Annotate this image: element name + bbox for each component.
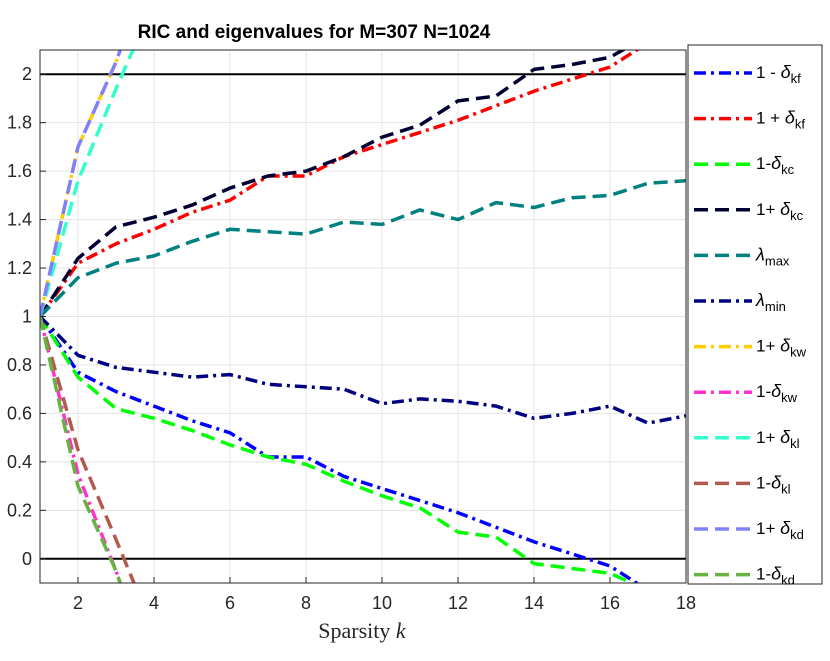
y-tick-label: 1 bbox=[22, 307, 32, 327]
series-line-7 bbox=[40, 316, 123, 583]
x-axis-label-text: Sparsity bbox=[318, 618, 390, 643]
legend: 1 - δkf 1 + δkf 1-δkc 1+ δkc λmax λmin 1+ δkw 1… bbox=[687, 44, 823, 588]
legend-label-3: 1+ δkc bbox=[756, 199, 804, 223]
series-line-4 bbox=[40, 179, 686, 318]
legend-label-6: 1+ δkw bbox=[756, 336, 807, 360]
series-line-11 bbox=[40, 316, 123, 583]
x-tick-label: 4 bbox=[149, 593, 159, 613]
x-tick-label: 16 bbox=[600, 593, 620, 613]
legend-label-8: 1+ δkl bbox=[756, 427, 800, 451]
legend-label-11: 1-δkd bbox=[756, 564, 795, 588]
series-line-10 bbox=[40, 50, 123, 317]
x-tick-label: 2 bbox=[73, 593, 83, 613]
x-axis-label: Sparsity k bbox=[318, 618, 407, 643]
chart-title: RIC and eigenvalues for M=307 N=1024 bbox=[138, 22, 491, 43]
series-line-9 bbox=[40, 316, 136, 583]
y-tick-label: 0.4 bbox=[7, 452, 32, 472]
series-line-8 bbox=[40, 50, 135, 317]
legend-label-2: 1-δkc bbox=[756, 153, 795, 177]
series-line-2 bbox=[40, 315, 636, 583]
legend-label-10: 1+ δkd bbox=[756, 518, 804, 542]
legend-label-0: 1 - δkf bbox=[756, 62, 801, 86]
x-tick-label: 10 bbox=[372, 593, 392, 613]
x-tick-label: 12 bbox=[448, 593, 468, 613]
legend-box bbox=[687, 44, 823, 585]
series-line-1 bbox=[40, 50, 640, 318]
legend-label-9: 1-δkl bbox=[756, 472, 791, 496]
x-tick-label: 8 bbox=[301, 593, 311, 613]
legend-label-4: λmax bbox=[755, 244, 790, 268]
y-tick-label: 1.6 bbox=[7, 161, 32, 181]
y-tick-label: 0.2 bbox=[7, 500, 32, 520]
x-tick-label: 6 bbox=[225, 593, 235, 613]
x-tick-label: 14 bbox=[524, 593, 544, 613]
y-tick-label: 0.6 bbox=[7, 403, 32, 423]
legend-label-7: 1-δkw bbox=[756, 381, 798, 405]
grid-lines bbox=[40, 50, 687, 583]
x-tick-label: 18 bbox=[676, 593, 696, 613]
y-tick-label: 0 bbox=[22, 549, 32, 569]
axis-ticks: 2 4 6 8 10 12 14 16 18 0 0.2 0.4 0.6 0.8 1 1.2 1.4 1.6 1.8… bbox=[7, 64, 696, 613]
series-line-0 bbox=[40, 315, 640, 583]
y-tick-label: 0.8 bbox=[7, 355, 32, 375]
legend-label-5: λmin bbox=[755, 290, 786, 314]
y-tick-label: 1.8 bbox=[7, 113, 32, 133]
legend-label-1: 1 + δkf bbox=[756, 108, 805, 132]
x-axis-label-variable: k bbox=[396, 618, 407, 643]
series-line-3 bbox=[40, 50, 627, 318]
y-tick-label: 1.2 bbox=[7, 258, 32, 278]
reference-lines bbox=[40, 73, 686, 560]
y-tick-label: 2 bbox=[22, 64, 32, 84]
series-line-5 bbox=[40, 315, 686, 425]
y-tick-label: 1.4 bbox=[7, 210, 32, 230]
series-lines bbox=[40, 50, 686, 583]
